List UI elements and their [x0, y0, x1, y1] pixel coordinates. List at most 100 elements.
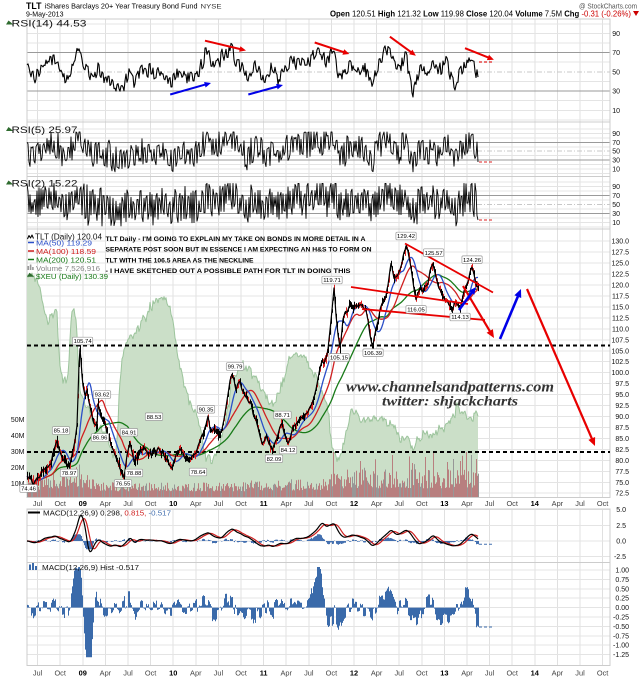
svg-text:Jul: Jul — [214, 669, 224, 678]
svg-text:77.5: 77.5 — [615, 469, 629, 476]
svg-text:105.15: 105.15 — [330, 356, 349, 362]
svg-text:Oct: Oct — [54, 669, 66, 678]
svg-text:112.5: 112.5 — [612, 315, 629, 322]
svg-text:20M: 20M — [11, 465, 25, 472]
svg-text:129.42: 129.42 — [397, 234, 415, 240]
svg-text:9-May-2013: 9-May-2013 — [26, 10, 64, 19]
svg-text:Apr: Apr — [371, 499, 383, 508]
svg-text:11: 11 — [260, 669, 268, 678]
svg-text:110.0: 110.0 — [612, 326, 629, 333]
svg-text:Apr: Apr — [552, 669, 564, 678]
svg-text:- I HAVE SKETCHED OUT A POSSIB: - I HAVE SKETCHED OUT A POSSIBLE PATH FO… — [106, 268, 351, 275]
svg-text:Apr: Apr — [280, 499, 292, 508]
svg-text:10: 10 — [612, 167, 620, 174]
svg-text:RSI(5) 25.97: RSI(5) 25.97 — [12, 125, 78, 135]
svg-text:Apr: Apr — [371, 669, 383, 678]
svg-text:70: 70 — [612, 50, 620, 57]
svg-text:90: 90 — [612, 184, 620, 191]
svg-text:124.26: 124.26 — [463, 258, 482, 264]
svg-text:11: 11 — [260, 499, 268, 508]
svg-text:Oct: Oct — [145, 669, 157, 678]
svg-text:105.0: 105.0 — [611, 348, 629, 355]
svg-text:88.53: 88.53 — [147, 415, 162, 421]
svg-text:0.50: 0.50 — [615, 586, 629, 593]
svg-text:2.5: 2.5 — [616, 523, 626, 530]
svg-text:114.13: 114.13 — [451, 315, 469, 321]
svg-text:RSI(14) 44.53: RSI(14) 44.53 — [12, 19, 87, 29]
svg-text:90.0: 90.0 — [615, 414, 629, 421]
svg-text:Oct: Oct — [506, 499, 518, 508]
svg-text:TLT: TLT — [26, 1, 42, 12]
svg-text:0.00: 0.00 — [615, 605, 629, 612]
svg-text:70: 70 — [612, 140, 620, 147]
svg-text:125.0: 125.0 — [611, 261, 629, 268]
svg-text:Jul: Jul — [123, 669, 133, 678]
svg-text:Jul: Jul — [123, 499, 133, 508]
svg-text:Apr: Apr — [190, 499, 202, 508]
svg-text:Oct: Oct — [326, 669, 338, 678]
svg-text:1.00: 1.00 — [615, 568, 629, 575]
svg-text:40M: 40M — [11, 433, 25, 440]
svg-text:Apr: Apr — [100, 499, 112, 508]
svg-text:Jul: Jul — [304, 499, 314, 508]
svg-text:Oct: Oct — [235, 499, 247, 508]
svg-text:84.12: 84.12 — [281, 448, 296, 454]
svg-text:-0.75: -0.75 — [613, 633, 629, 640]
svg-text:MACD(12,26,9) 0.298, 0.815, -0: MACD(12,26,9) 0.298, 0.815, -0.517 — [43, 509, 171, 518]
svg-text:MA(200) 120.51: MA(200) 120.51 — [36, 256, 96, 265]
svg-text:Apr: Apr — [100, 669, 112, 678]
svg-text:125.57: 125.57 — [425, 251, 443, 257]
svg-text:Oct: Oct — [145, 499, 157, 508]
svg-text:130.0: 130.0 — [611, 239, 629, 246]
svg-text:95.0: 95.0 — [615, 392, 629, 399]
svg-text:TLT Daily - I'M GOING TO EXPLA: TLT Daily - I'M GOING TO EXPLAIN MY TAKE… — [106, 236, 366, 243]
svg-text:MA(50) 119.29: MA(50) 119.29 — [36, 239, 92, 248]
svg-text:120.0: 120.0 — [611, 283, 629, 290]
svg-text:$XEU (Daily) 130.39: $XEU (Daily) 130.39 — [36, 272, 108, 281]
svg-text:-1.00: -1.00 — [613, 643, 629, 650]
svg-text:Jul: Jul — [485, 499, 495, 508]
svg-text:119.71: 119.71 — [323, 278, 341, 284]
svg-text:-1.25: -1.25 — [613, 652, 629, 659]
svg-text:-0.50: -0.50 — [613, 624, 629, 631]
svg-text:Oct: Oct — [416, 669, 428, 678]
svg-text:Apr: Apr — [190, 669, 202, 678]
svg-text:12: 12 — [350, 669, 358, 678]
svg-text:127.5: 127.5 — [611, 250, 629, 257]
svg-text:13: 13 — [440, 499, 448, 508]
svg-text:14: 14 — [531, 669, 540, 678]
svg-text:10: 10 — [612, 108, 620, 115]
svg-text:Apr: Apr — [461, 669, 473, 678]
svg-text:RSI(2) 15.22: RSI(2) 15.22 — [12, 179, 78, 189]
svg-text:Jul: Jul — [33, 669, 43, 678]
svg-text:50M: 50M — [11, 417, 25, 424]
svg-text:78.64: 78.64 — [191, 470, 206, 476]
svg-text:TLT (Daily) 120.04: TLT (Daily) 120.04 — [35, 233, 103, 242]
svg-text:72.5: 72.5 — [615, 491, 629, 498]
svg-text:102.5: 102.5 — [611, 359, 629, 366]
svg-text:30: 30 — [612, 89, 620, 96]
svg-text:Oct: Oct — [326, 499, 338, 508]
svg-text:117.5: 117.5 — [612, 294, 629, 301]
svg-text:MACD(12,26,9) Hist -0.517: MACD(12,26,9) Hist -0.517 — [42, 563, 139, 572]
svg-text:30: 30 — [612, 211, 620, 218]
svg-text:Jul: Jul — [394, 499, 404, 508]
svg-text:Volume 7,526,916: Volume 7,526,916 — [36, 264, 100, 273]
svg-text:50: 50 — [612, 202, 620, 209]
svg-text:85.0: 85.0 — [615, 436, 629, 443]
svg-text:85.18: 85.18 — [54, 429, 69, 435]
svg-text:-0.25: -0.25 — [613, 615, 629, 622]
svg-text:92.5: 92.5 — [615, 403, 629, 410]
svg-text:75.0: 75.0 — [615, 480, 629, 487]
svg-text:50: 50 — [612, 149, 620, 156]
svg-text:82.09: 82.09 — [267, 457, 282, 463]
svg-text:SEPARATE POST SOON BUT IN ESSE: SEPARATE POST SOON BUT IN ESSENCE I AM E… — [106, 247, 372, 254]
svg-text:78.88: 78.88 — [127, 471, 142, 477]
svg-text:74.46: 74.46 — [21, 487, 36, 493]
svg-text:twitter: shjackcharts: twitter: shjackcharts — [382, 395, 519, 410]
svg-text:50: 50 — [612, 69, 620, 76]
svg-text:10: 10 — [612, 220, 620, 227]
svg-text:Apr: Apr — [552, 499, 564, 508]
svg-text:100.0: 100.0 — [611, 370, 629, 377]
svg-text:Oct: Oct — [597, 669, 609, 678]
